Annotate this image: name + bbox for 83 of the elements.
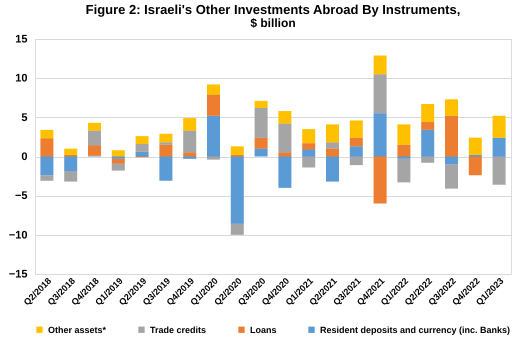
- bar: [159, 144, 172, 156]
- bar: [468, 156, 482, 176]
- bar: [492, 156, 506, 185]
- bar: [421, 156, 434, 163]
- bar: [64, 148, 78, 155]
- bar: [159, 134, 172, 142]
- bar: [230, 224, 244, 235]
- bar: [159, 156, 172, 181]
- bar: [254, 108, 268, 138]
- bar: [397, 124, 410, 145]
- bar: [183, 118, 196, 131]
- bar: [374, 156, 387, 204]
- bar: [397, 144, 410, 156]
- bar: [302, 156, 316, 168]
- bar: [183, 152, 196, 156]
- bar: [421, 122, 434, 130]
- bar: [159, 142, 172, 145]
- bar: [278, 124, 292, 153]
- bar: [230, 146, 244, 155]
- bar: [64, 156, 78, 172]
- legend-label: Other assets*: [48, 324, 107, 335]
- bar: [421, 130, 434, 156]
- bar: [254, 148, 268, 156]
- y-tick-label: −15: [8, 268, 28, 280]
- bar: [350, 120, 363, 138]
- y-tick-label: −5: [14, 190, 28, 202]
- bar: [136, 144, 149, 152]
- bar: [278, 156, 292, 188]
- bar: [88, 130, 101, 146]
- bar: [374, 113, 387, 156]
- bar: [40, 138, 54, 156]
- bar: [136, 136, 149, 144]
- bar: [207, 84, 220, 95]
- bar: [397, 158, 410, 182]
- bar: [64, 171, 78, 182]
- y-tick-label: −10: [8, 229, 28, 242]
- bar: [350, 146, 363, 156]
- bar: [207, 94, 220, 116]
- bar: [278, 111, 292, 124]
- bar: [136, 152, 149, 156]
- bar: [326, 148, 339, 156]
- y-tick-label: 15: [15, 34, 28, 46]
- bar: [40, 130, 54, 138]
- bar: [302, 129, 316, 144]
- bar: [350, 156, 363, 166]
- bar: [445, 164, 458, 189]
- bar: [492, 116, 506, 138]
- bar: [326, 156, 339, 182]
- bar: [230, 156, 244, 224]
- bar: [254, 138, 268, 149]
- bar: [88, 146, 101, 156]
- bar: [445, 156, 458, 164]
- y-tick-label: 5: [21, 112, 28, 124]
- bar: [326, 124, 339, 142]
- bar: [374, 55, 387, 74]
- bar: [112, 150, 125, 156]
- bar: [374, 74, 387, 114]
- bar: [112, 164, 125, 171]
- bar: [88, 122, 101, 131]
- bar: [302, 143, 316, 150]
- bar: [302, 149, 316, 156]
- bar: [183, 130, 196, 153]
- bar: [278, 152, 292, 156]
- bar: [254, 100, 268, 108]
- bar: [40, 175, 54, 181]
- y-tick-label: 0: [21, 151, 28, 163]
- bar: [112, 158, 125, 164]
- y-tick-label: 10: [15, 72, 28, 85]
- bar: [445, 116, 458, 156]
- bar: [445, 99, 458, 116]
- legend-label: Trade credits: [150, 324, 206, 335]
- bar: [207, 156, 220, 160]
- bar: [421, 104, 434, 122]
- chart-title: Figure 2: Israeli's Other Investments Abroad By Instruments,: [86, 2, 460, 17]
- bar: [40, 156, 54, 176]
- bar: [207, 116, 220, 156]
- bar: [492, 138, 506, 156]
- bar: [326, 142, 339, 149]
- bar: [350, 138, 363, 146]
- chart-subtitle: $ billion: [250, 16, 296, 30]
- legend-label: Loans: [250, 324, 277, 335]
- bar: [468, 138, 482, 155]
- legend-label: Resident deposits and currency (inc. Banks): [320, 324, 510, 335]
